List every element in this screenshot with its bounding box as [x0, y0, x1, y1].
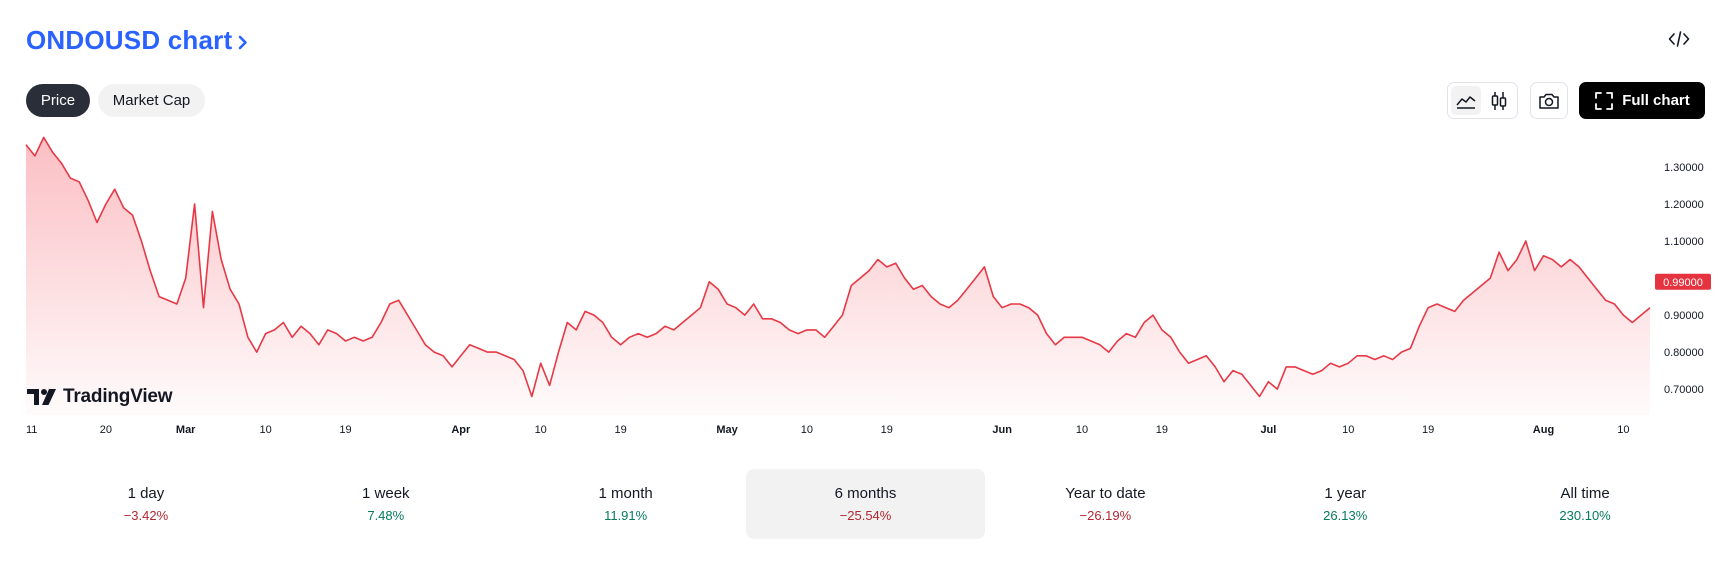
last-price-label: 0.99000 — [1663, 277, 1703, 289]
period-year-to-date[interactable]: Year to date −26.19% — [985, 469, 1225, 539]
y-axis-tick-label: 1.10000 — [1664, 236, 1704, 248]
period-6-months[interactable]: 6 months −25.54% — [745, 469, 986, 539]
chevron-right-icon — [238, 35, 248, 50]
x-axis-tick-label: Mar — [176, 424, 196, 436]
period-change: −26.19% — [1079, 508, 1132, 523]
full-chart-label: Full chart — [1622, 92, 1690, 109]
tradingview-logo-text: TradingView — [63, 386, 173, 407]
period-1-day[interactable]: 1 day −3.42% — [26, 469, 266, 539]
period-label: 1 day — [127, 485, 165, 502]
code-icon — [1668, 31, 1690, 47]
period-label: All time — [1560, 485, 1610, 502]
y-axis-tick-label: 1.30000 — [1664, 162, 1704, 174]
x-axis-tick-label: 10 — [259, 424, 271, 436]
candle-style-button[interactable] — [1485, 86, 1515, 115]
chart-title-link[interactable]: ONDOUSD chart — [26, 20, 250, 60]
area-chart-icon — [1456, 95, 1476, 109]
x-axis-tick-label: 10 — [801, 424, 813, 436]
period-change: −25.54% — [839, 508, 892, 523]
x-axis-tick-label: 10 — [1076, 424, 1088, 436]
x-axis-tick-label: 20 — [100, 424, 112, 436]
x-axis-tick-label: Aug — [1533, 424, 1554, 436]
period-selector: 1 day −3.42% 1 week 7.48% 1 month 11.91%… — [26, 469, 1705, 539]
x-axis-tick-label: 19 — [1422, 424, 1434, 436]
x-axis-tick-label: Jun — [992, 424, 1012, 436]
chart-style-toggle — [1447, 82, 1518, 119]
price-line — [25, 136, 1651, 398]
period-all-time[interactable]: All time 230.10% — [1465, 469, 1705, 539]
period-label: 1 month — [598, 485, 653, 502]
tradingview-logo[interactable]: TradingView — [27, 386, 173, 408]
period-1-month[interactable]: 1 month 11.91% — [506, 469, 746, 539]
full-chart-button[interactable]: Full chart — [1579, 82, 1705, 119]
y-axis-tick-label: 0.80000 — [1664, 347, 1704, 359]
period-change: −3.42% — [123, 508, 169, 523]
embed-code-button[interactable] — [1665, 26, 1693, 52]
tab-price[interactable]: Price — [26, 84, 90, 117]
period-change: 26.13% — [1323, 508, 1368, 523]
period-label: 6 months — [834, 485, 897, 502]
chart-title[interactable]: ONDOUSD chart — [26, 24, 233, 55]
candlestick-icon — [1492, 91, 1507, 110]
y-axis-tick-label: 0.70000 — [1664, 384, 1704, 396]
x-axis-tick-label: 10 — [1342, 424, 1354, 436]
period-label: Year to date — [1065, 485, 1146, 502]
period-label: 1 year — [1324, 485, 1367, 502]
x-axis-tick-label: 11 — [26, 424, 37, 436]
period-change: 7.48% — [367, 508, 405, 523]
x-axis-tick-label: 10 — [535, 424, 547, 436]
y-axis-tick-label: 0.90000 — [1664, 310, 1704, 322]
period-change: 11.91% — [604, 508, 648, 523]
period-1-year[interactable]: 1 year 26.13% — [1225, 469, 1465, 539]
snapshot-button[interactable] — [1530, 82, 1568, 119]
price-chart[interactable]: 0.700000.800000.900001.000001.100001.200… — [0, 130, 1725, 440]
x-axis-tick-label: May — [716, 424, 738, 436]
last-price-badge — [1655, 273, 1711, 290]
area-style-button[interactable] — [1451, 86, 1481, 115]
fullscreen-icon — [1595, 91, 1614, 110]
period-label: 1 week — [362, 485, 410, 502]
x-axis-tick-label: 19 — [881, 424, 893, 436]
x-axis-tick-label: 19 — [339, 424, 351, 436]
price-area-fill — [26, 137, 1650, 415]
y-axis-tick-label: 1.20000 — [1664, 199, 1704, 211]
x-axis-tick-label: Apr — [451, 424, 471, 436]
x-axis-tick-label: 10 — [1617, 424, 1629, 436]
x-axis-tick-label: 19 — [1156, 424, 1168, 436]
period-change: 230.10% — [1559, 508, 1611, 523]
period-1-week[interactable]: 1 week 7.48% — [266, 469, 506, 539]
camera-icon — [1539, 93, 1559, 109]
x-axis-tick-label: Jul — [1260, 424, 1276, 436]
tab-market-cap[interactable]: Market Cap — [98, 84, 205, 117]
x-axis-tick-label: 19 — [614, 424, 626, 436]
tradingview-logo-icon — [27, 389, 56, 405]
